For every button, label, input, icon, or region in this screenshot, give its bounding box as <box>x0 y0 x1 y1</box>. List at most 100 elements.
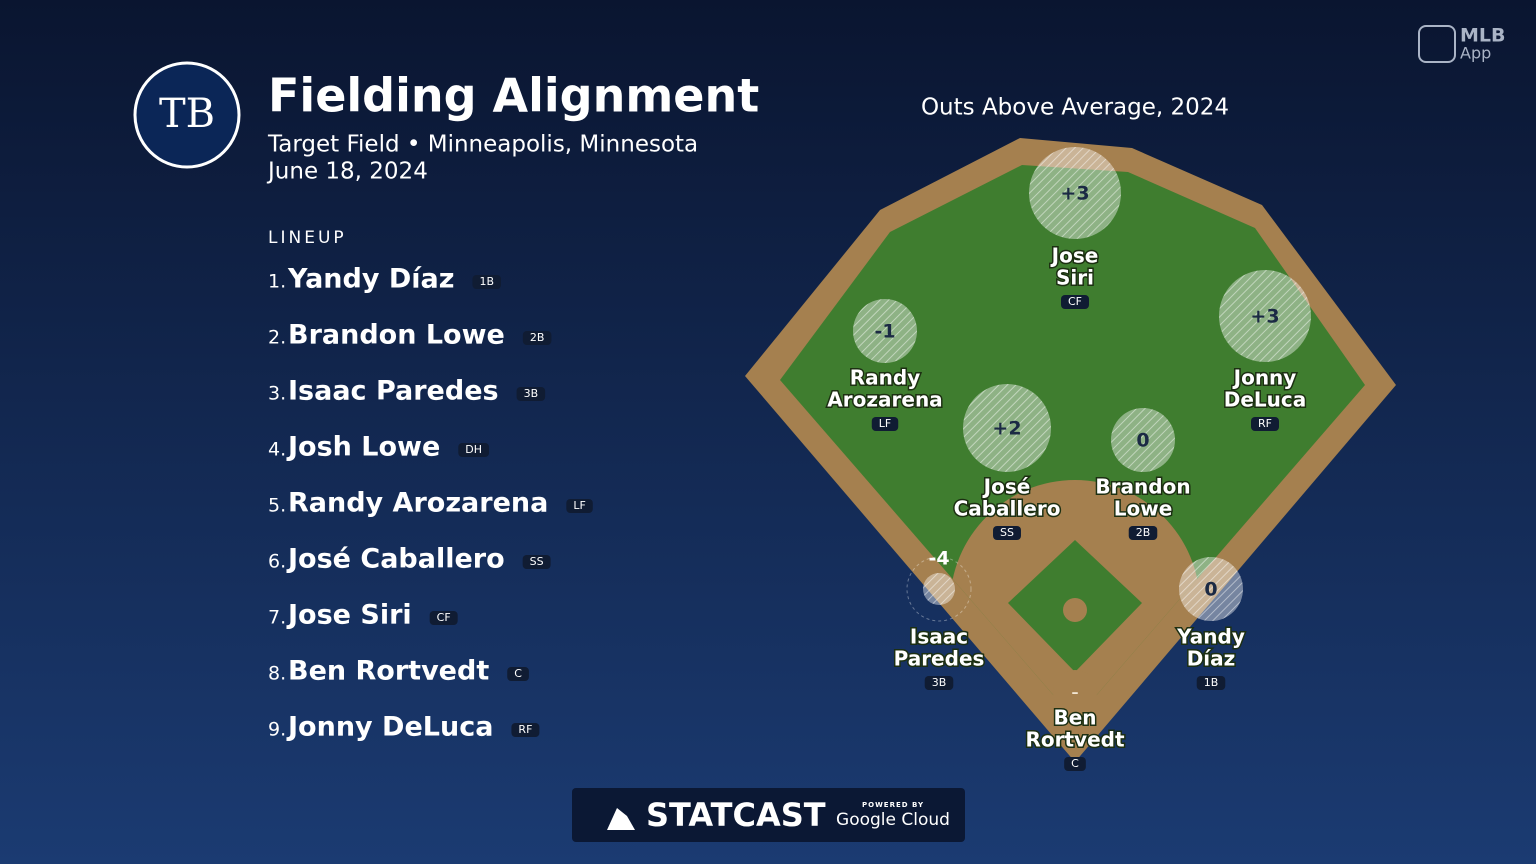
lineup-name: Isaac Paredes <box>288 376 499 407</box>
oaa-circle <box>1179 557 1243 621</box>
lineup-name: Yandy Díaz <box>287 264 454 295</box>
statcast-icon <box>607 808 635 830</box>
app-sub: App <box>1460 44 1491 63</box>
position-chip-text: C <box>514 667 522 680</box>
lineup-name: Randy Arozarena <box>288 488 548 519</box>
oaa-circle <box>1111 408 1175 472</box>
field-player-name: Paredes <box>894 647 985 671</box>
oaa-label: -4 <box>928 548 949 570</box>
team-logo <box>133 61 241 169</box>
field-player-name: Rortvedt <box>1025 728 1124 752</box>
field-player-name: Díaz <box>1187 647 1236 671</box>
position-chip-text: LF <box>879 417 891 430</box>
lineup-order: 6. <box>268 551 286 573</box>
field-player-name: Jose <box>1050 244 1099 268</box>
lineup-name: Josh Lowe <box>286 432 440 463</box>
position-chip <box>1060 295 1090 309</box>
position-chip-text: SS <box>530 555 544 568</box>
oaa-label: +3 <box>1250 306 1279 328</box>
position-chip <box>507 667 529 681</box>
footer-badge <box>572 788 965 842</box>
oaa-circle <box>923 573 955 605</box>
oaa-circle <box>853 299 917 363</box>
lineup-name: Jonny DeLuca <box>286 712 493 743</box>
lineup-name: José Caballero <box>286 544 505 575</box>
position-chip <box>993 526 1021 540</box>
oaa-label: 0 <box>1136 430 1149 452</box>
position-chip <box>924 676 954 690</box>
oaa-label: +2 <box>992 418 1021 440</box>
title: Fielding Alignment <box>268 69 759 123</box>
position-chip <box>566 499 593 513</box>
position-chip-text: RF <box>1258 417 1272 430</box>
lineup-order: 5. <box>268 495 286 517</box>
app-name: MLB <box>1460 25 1506 47</box>
oaa-label: -1 <box>874 321 895 343</box>
lineup-order: 1. <box>268 271 286 293</box>
team-logo-text: TB <box>159 91 215 137</box>
field-player-name: Lowe <box>1114 497 1173 521</box>
footer-powered: POWERED BY <box>862 801 924 809</box>
position-chip-text: 1B <box>1204 676 1219 689</box>
field-player-name: Siri <box>1056 266 1094 290</box>
position-chip <box>511 723 540 737</box>
field-player-name: José <box>982 475 1031 499</box>
oaa-label: 0 <box>1204 579 1217 601</box>
position-chip <box>1064 757 1086 771</box>
lineup-name: Jose Siri <box>286 600 412 631</box>
position-chip <box>458 443 490 457</box>
field-player-name: Randy <box>850 366 921 390</box>
oaa-circle <box>1219 270 1311 362</box>
footer-brand: STATCAST <box>646 796 826 834</box>
field-player-name: Arozarena <box>827 388 942 412</box>
lineup-order: 7. <box>268 607 286 629</box>
lineup-list: 1. Yandy Díaz 1B 2. Brandon Lowe 2B 3. Isaac Pa… <box>268 264 593 743</box>
lineup-order: 2. <box>268 327 286 349</box>
position-chip <box>429 611 458 625</box>
position-chip <box>1251 417 1279 431</box>
oaa-circle <box>1029 147 1121 239</box>
date: June 18, 2024 <box>266 159 428 185</box>
lineup-order: 8. <box>268 663 286 685</box>
position-chip <box>1128 526 1158 540</box>
footer-partner: Google Cloud <box>836 810 950 830</box>
position-chip-text: LF <box>573 499 585 512</box>
position-chip-text: 3B <box>524 387 539 400</box>
field-player-name: Yandy <box>1176 625 1245 649</box>
position-chip <box>871 417 899 431</box>
field-title: Outs Above Average, 2024 <box>921 95 1229 121</box>
field-player-name: Isaac <box>910 625 968 649</box>
position-chip <box>1196 676 1226 690</box>
position-chip-text: 2B <box>530 331 545 344</box>
position-chip-text: SS <box>1000 526 1014 539</box>
position-chip <box>516 387 546 401</box>
position-chip-text: 3B <box>932 676 947 689</box>
position-chip-text: CF <box>1068 295 1082 308</box>
oaa-ring <box>906 556 972 622</box>
app-icon <box>1418 25 1456 63</box>
position-chip-text: DH <box>465 443 482 456</box>
oaa-circle <box>963 384 1051 472</box>
position-chip <box>472 275 501 289</box>
field-player-name: Caballero <box>954 497 1061 521</box>
field-player-name: Brandon <box>1095 475 1190 499</box>
lineup-name: Ben Rortvedt <box>288 656 489 687</box>
position-chip-text: C <box>1071 757 1079 770</box>
oaa-label: – <box>1072 685 1079 701</box>
position-chip-text: CF <box>437 611 451 624</box>
position-chip-text: RF <box>518 723 532 736</box>
oaa-label: +3 <box>1060 183 1089 205</box>
position-chip-text: 2B <box>1136 526 1151 539</box>
field-player-name: DeLuca <box>1224 388 1307 412</box>
field-player-name: Ben <box>1053 706 1096 730</box>
position-chip-text: 1B <box>479 275 494 288</box>
lineup-order: 4. <box>268 439 286 461</box>
position-chip <box>522 331 552 345</box>
lineup-order: 9. <box>268 719 286 741</box>
field-player-name: Jonny <box>1232 366 1297 390</box>
position-chip <box>522 555 551 569</box>
lineup-order: 3. <box>268 383 286 405</box>
lineup-heading: LINEUP <box>268 228 347 248</box>
